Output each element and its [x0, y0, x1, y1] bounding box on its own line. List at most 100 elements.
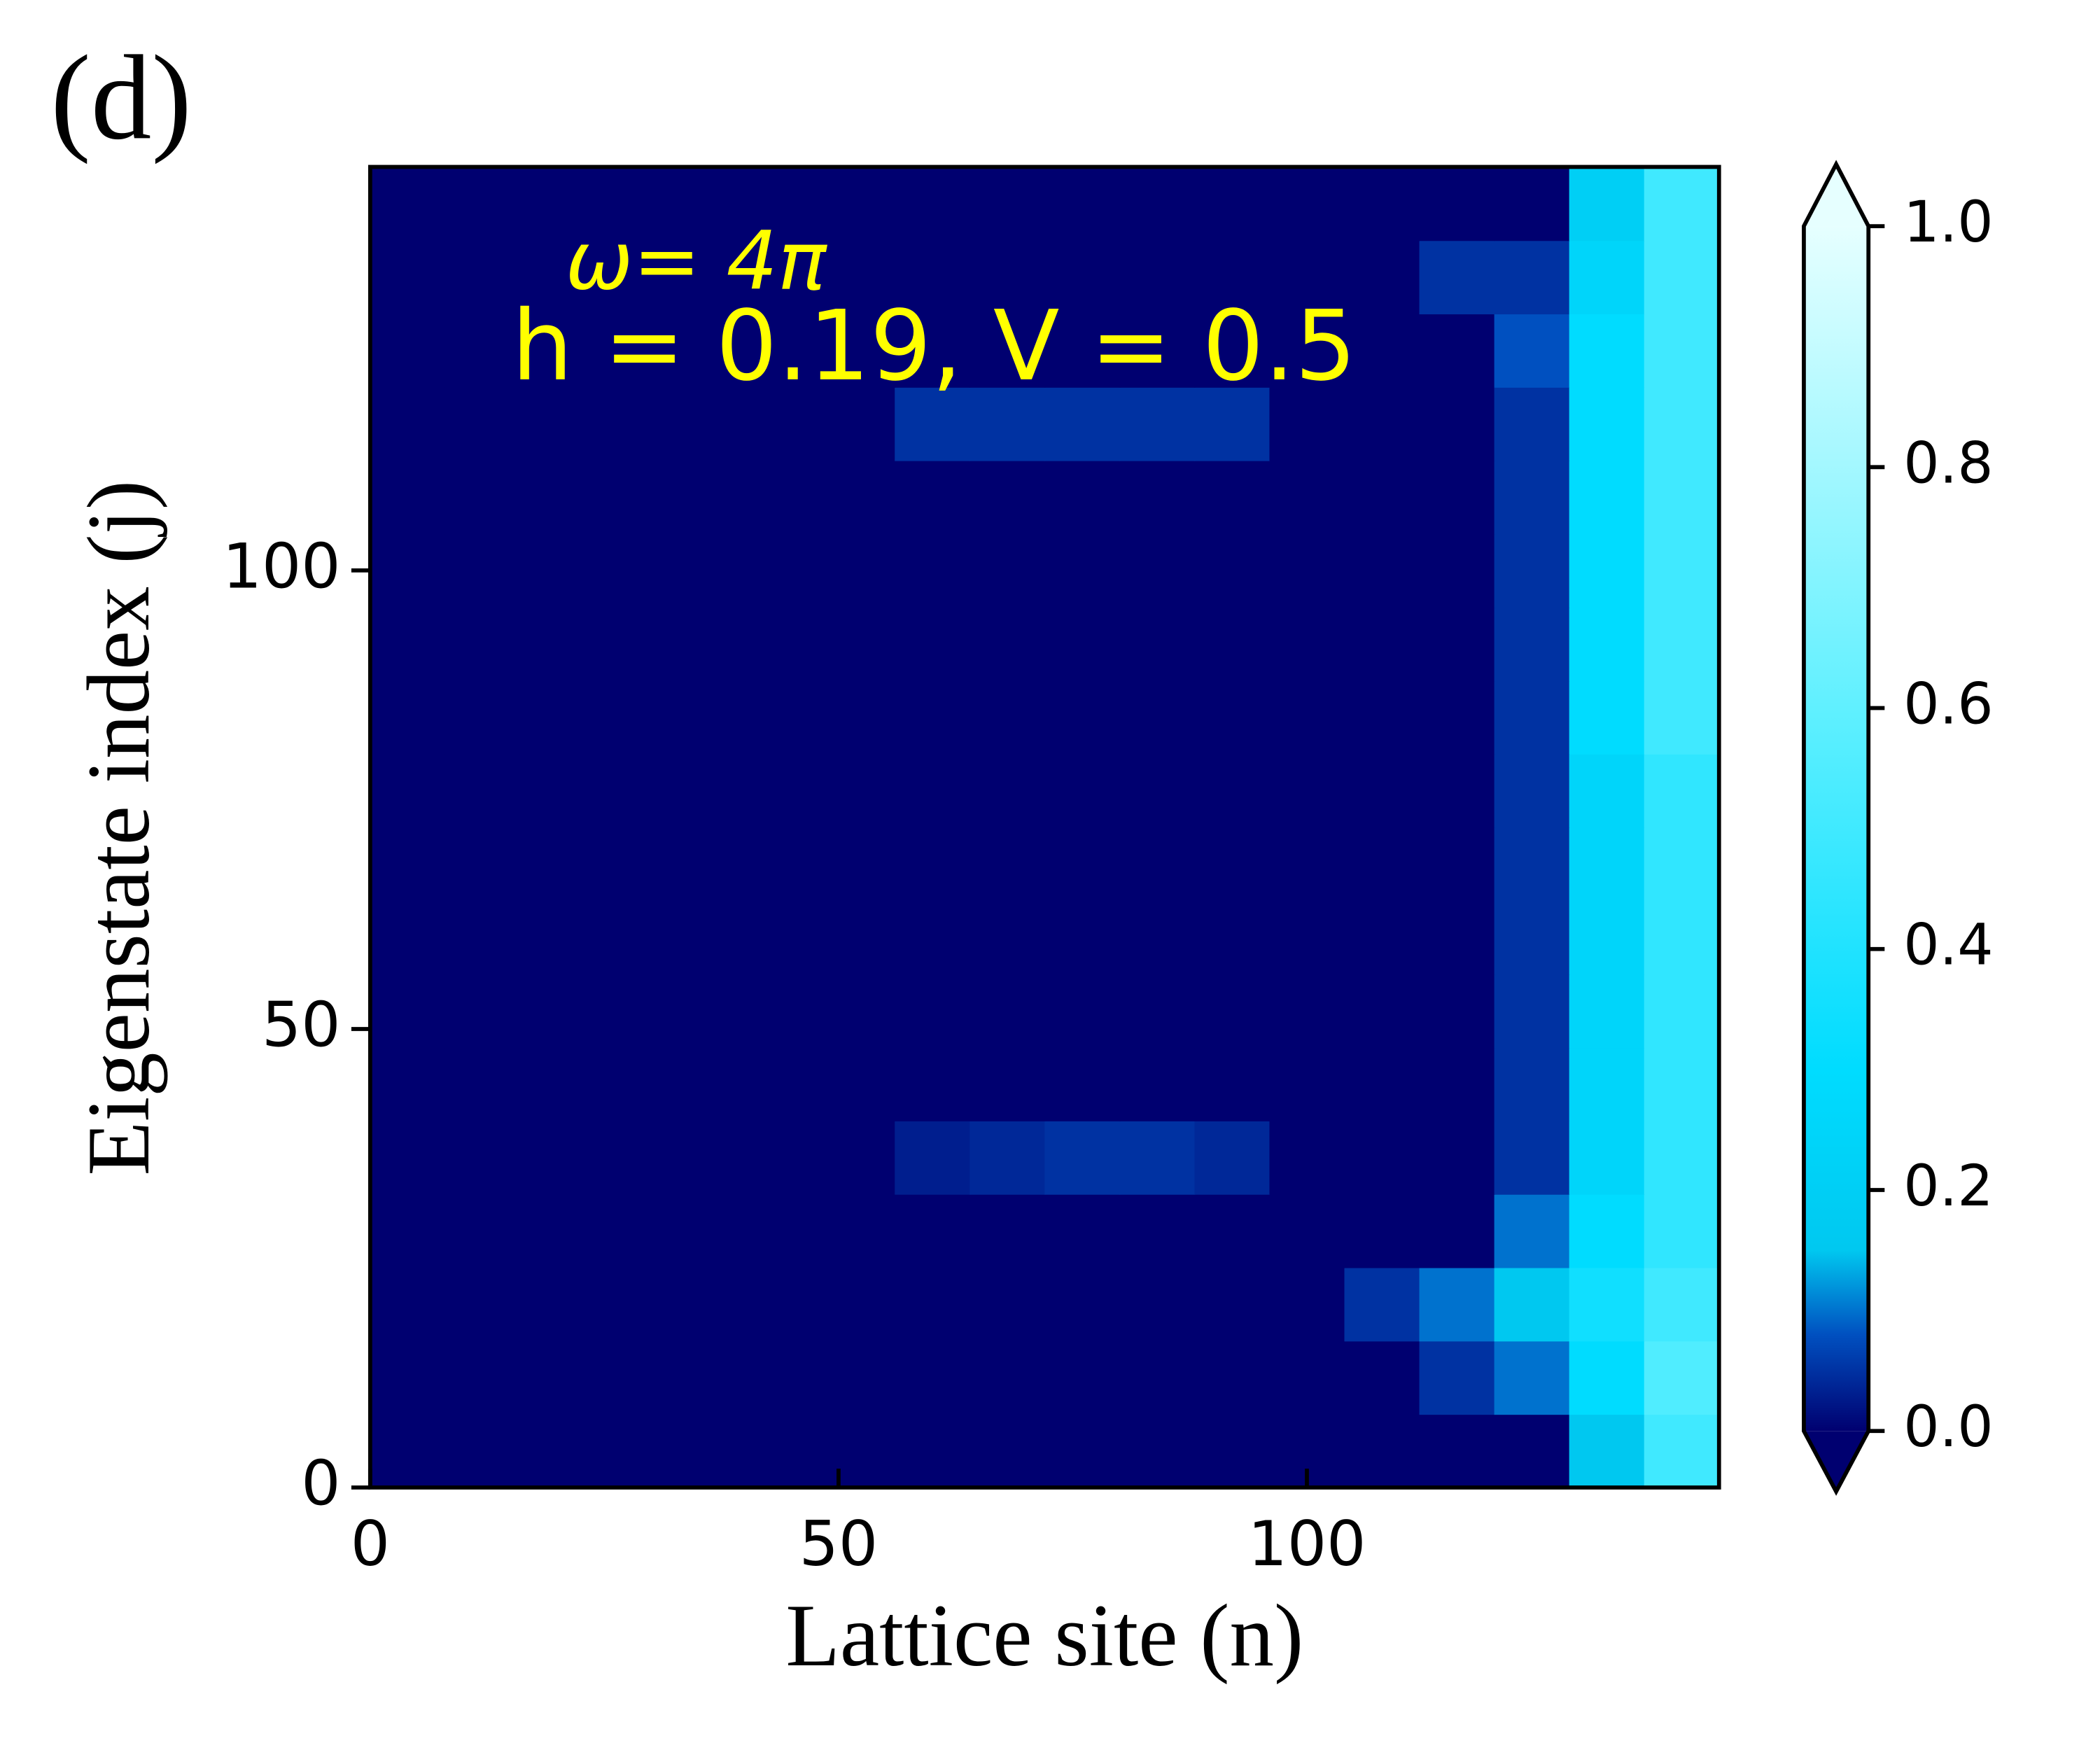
heatmap-cell [1194, 460, 1270, 535]
heatmap-cell [820, 974, 896, 1049]
y-tick-label: 100 [223, 530, 341, 602]
heatmap-cell [1494, 1414, 1570, 1488]
heatmap-cell [1119, 827, 1196, 902]
heatmap-cell [1569, 680, 1645, 755]
colorbar-tick-label: 0.6 [1903, 672, 1993, 738]
heatmap-cell [1269, 753, 1345, 828]
heatmap-cell [1494, 1267, 1570, 1342]
heatmap-cell [1344, 827, 1420, 902]
plot-frame [368, 164, 1721, 1490]
heatmap-cell [745, 1340, 821, 1415]
heatmap-cell [1494, 1047, 1570, 1121]
heatmap-cell [1344, 1414, 1420, 1488]
heatmap-cell [1344, 167, 1420, 241]
heatmap-cell [1644, 680, 1720, 755]
heatmap-cell [370, 240, 446, 315]
heatmap-cell [519, 680, 596, 755]
heatmap-cell [895, 240, 971, 315]
heatmap-cell [745, 607, 821, 682]
heatmap-cell [1044, 240, 1121, 315]
heatmap-cell [1419, 167, 1495, 241]
heatmap-cell [1119, 607, 1196, 682]
heatmap-cell [1194, 314, 1270, 388]
heatmap-cell [1119, 386, 1196, 461]
heatmap-cell [969, 827, 1046, 902]
heatmap-cell [444, 900, 521, 975]
heatmap-cell [1194, 1120, 1270, 1195]
heatmap-cell [595, 314, 671, 388]
heatmap-cell [1419, 1194, 1495, 1268]
heatmap-cell [895, 753, 971, 828]
heatmap-cell [969, 314, 1046, 388]
heatmap-cell [1269, 1340, 1345, 1415]
colorbar-tick-label: 0.0 [1903, 1394, 1993, 1460]
heatmap-cell [444, 753, 521, 828]
heatmap-cell [1119, 167, 1196, 241]
heatmap-cell [895, 1340, 971, 1415]
heatmap-cell [670, 607, 746, 682]
heatmap-cell [1419, 1120, 1495, 1195]
heatmap-cell [370, 314, 446, 388]
x-tick-label: 0 [351, 1508, 390, 1580]
heatmap-cell [444, 827, 521, 902]
heatmap-cell [745, 533, 821, 608]
heatmap-cell [820, 680, 896, 755]
heatmap-cell [1569, 974, 1645, 1049]
heatmap-cell [745, 240, 821, 315]
annotation: ω= 4π [566, 215, 827, 309]
heatmap-cell [519, 900, 596, 975]
heatmap-cell [1344, 460, 1420, 535]
heatmap-cell [370, 167, 446, 241]
heatmap-cell [1269, 1120, 1345, 1195]
heatmap-cell [670, 753, 746, 828]
heatmap-cell [1494, 386, 1570, 461]
heatmap-cell [370, 460, 446, 535]
heatmap-cell [444, 680, 521, 755]
heatmap-cell [1269, 1267, 1345, 1342]
heatmap-cell [1194, 680, 1270, 755]
heatmap-cell [1569, 1267, 1645, 1342]
heatmap-cell [1494, 827, 1570, 902]
heatmap-cell [1044, 460, 1121, 535]
heatmap-cell [595, 460, 671, 535]
heatmap-cell [519, 314, 596, 388]
heatmap-cell [1344, 900, 1420, 975]
heatmap-cell [969, 1267, 1046, 1342]
heatmap-cell [969, 974, 1046, 1049]
heatmap-cell [895, 386, 971, 461]
heatmap-cell [519, 240, 596, 315]
heatmap-cell [670, 386, 746, 461]
heatmap-cell [1119, 1267, 1196, 1342]
heatmap-cell [820, 1340, 896, 1415]
heatmap-cell [1494, 240, 1570, 315]
colorbar-tick-label: 0.2 [1903, 1154, 1993, 1219]
heatmap-cell [370, 1340, 446, 1415]
heatmap-cell [1494, 753, 1570, 828]
heatmap-cell [1194, 900, 1270, 975]
heatmap-cell [895, 1047, 971, 1121]
heatmap-cell [519, 827, 596, 902]
heatmap-cell [1194, 240, 1270, 315]
heatmap-cell [1419, 900, 1495, 975]
heatmap-cell [820, 1414, 896, 1488]
heatmap-cell [1419, 314, 1495, 388]
heatmap-cell [670, 680, 746, 755]
heatmap-cell [670, 240, 746, 315]
heatmap-cell [1419, 1267, 1495, 1342]
heatmap-cell [1269, 1194, 1345, 1268]
heatmap-cell [1569, 314, 1645, 388]
heatmap-cell [1419, 460, 1495, 535]
heatmap-cell [595, 680, 671, 755]
heatmap-cell [1644, 607, 1720, 682]
heatmap-cell [895, 900, 971, 975]
heatmap-cell [1419, 1047, 1495, 1121]
colorbar-tick-label: 1.0 [1903, 190, 1993, 255]
heatmap-cell [595, 1340, 671, 1415]
heatmap-cell [519, 167, 596, 241]
x-tick-label: 50 [799, 1508, 878, 1580]
heatmap-cell [1194, 1194, 1270, 1268]
heatmap-cell [1569, 1120, 1645, 1195]
heatmap-cell [1269, 314, 1345, 388]
heatmap-cell [1569, 1047, 1645, 1121]
heatmap-cell [1269, 460, 1345, 535]
